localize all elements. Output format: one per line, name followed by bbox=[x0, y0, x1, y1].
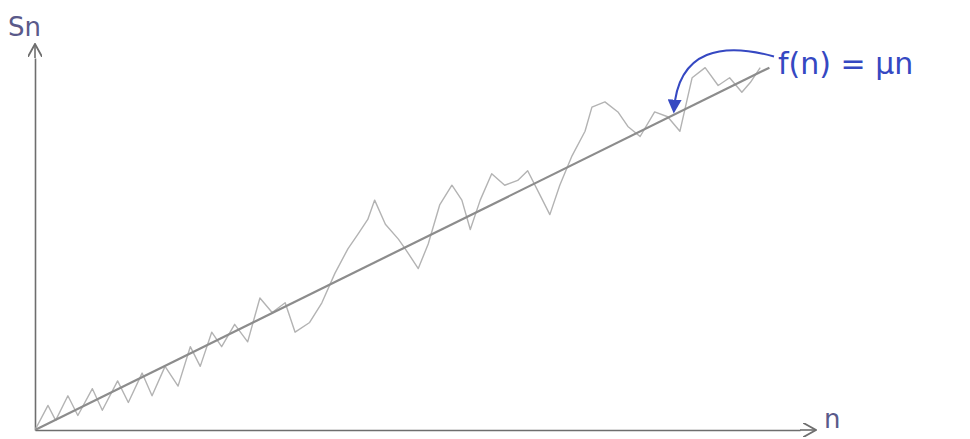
x-axis-title: n bbox=[824, 404, 840, 434]
y-axis-line bbox=[35, 59, 37, 431]
annotation: f(n) = μn bbox=[778, 46, 913, 81]
plot-area bbox=[35, 68, 769, 430]
annotation-arrow bbox=[674, 50, 774, 111]
x-axis-line bbox=[36, 430, 801, 432]
y-axis bbox=[35, 59, 36, 431]
drift-line bbox=[35, 68, 769, 430]
y-axis-arrow bbox=[34, 44, 36, 58]
y-axis-title: Sn bbox=[8, 12, 41, 42]
x-axis bbox=[36, 430, 801, 431]
x-axis-arrow bbox=[800, 429, 816, 431]
chart: Sn n f(n) = μn bbox=[0, 0, 970, 439]
